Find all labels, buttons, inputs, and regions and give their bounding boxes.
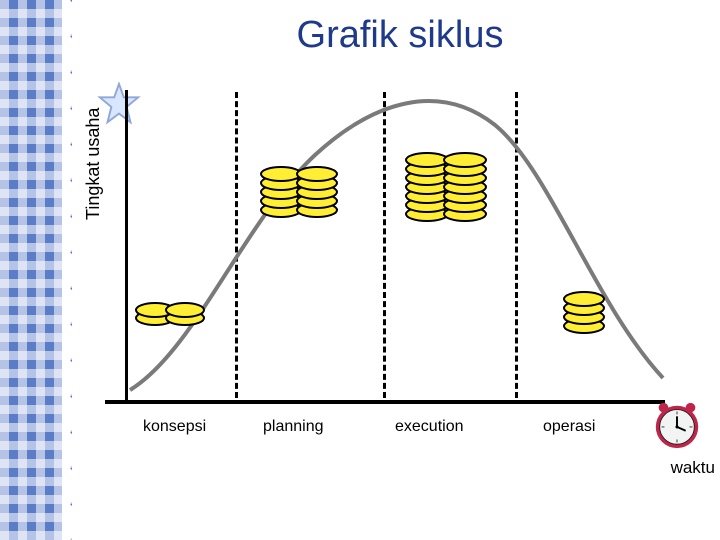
x-axis-label: waktu [671, 458, 715, 478]
phase-label: planning [263, 418, 324, 436]
x-axis [105, 400, 665, 404]
coin-stack-planning [259, 160, 343, 225]
clock-icon [650, 398, 704, 452]
gingham-scallop-edge [62, 0, 86, 540]
chart-title: Grafik siklus [120, 14, 680, 57]
coin-stack-execution [403, 150, 491, 229]
y-axis-label: Tingkat usaha [83, 108, 104, 220]
phase-label: konsepsi [143, 418, 206, 436]
chart-area: Tingkat usaha [95, 80, 695, 500]
phase-label: execution [395, 418, 464, 436]
coin-stack-konsepsi [135, 298, 207, 333]
page-root: Grafik siklus Tingkat usaha [0, 0, 720, 540]
phase-label: operasi [543, 418, 595, 436]
coin-stack-operasi [561, 286, 607, 339]
effort-curve [125, 90, 665, 400]
